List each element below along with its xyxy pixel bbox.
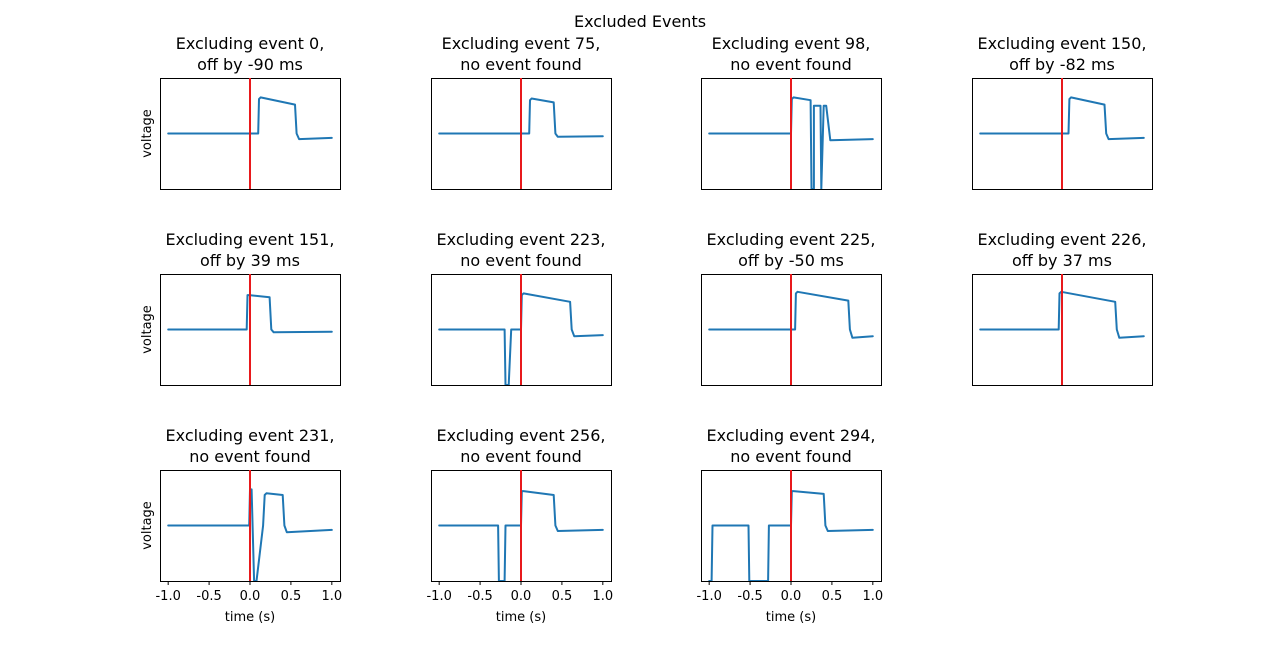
subplot-title-line1: Excluding event 150, bbox=[978, 34, 1147, 53]
subplot-title-line1: Excluding event 226, bbox=[978, 230, 1147, 249]
x-tick-label: -1.0 bbox=[426, 589, 451, 604]
x-axis-label: time (s) bbox=[766, 610, 816, 625]
subplot-panel: Excluding event 75, no event found bbox=[431, 34, 612, 190]
subplot-panel: Excluding event 226, off by 37 ms bbox=[972, 230, 1153, 386]
x-tick-label: -0.5 bbox=[737, 589, 762, 604]
x-tick-label: -0.5 bbox=[196, 589, 221, 604]
x-tick-label: 1.0 bbox=[862, 589, 883, 604]
subplot-panel: Excluding event 151, off by 39 ms voltage bbox=[140, 230, 341, 386]
subplot-title-line2: off by -90 ms bbox=[197, 55, 303, 74]
subplot-title-line2: no event found bbox=[460, 55, 582, 74]
subplot-title-line1: Excluding event 151, bbox=[166, 230, 335, 249]
subplot-title-line2: no event found bbox=[730, 55, 852, 74]
voltage-trace bbox=[438, 97, 604, 138]
x-tick-label: 0.5 bbox=[281, 589, 302, 604]
subplot-title-line1: Excluding event 98, bbox=[712, 34, 871, 53]
x-tick-label: 0.5 bbox=[552, 589, 573, 604]
x-tick-label: 0.0 bbox=[781, 589, 802, 604]
x-tick-label: 0.5 bbox=[822, 589, 843, 604]
subplot-panel: Excluding event 150, off by -82 ms bbox=[972, 34, 1153, 190]
subplot-title-line2: off by -82 ms bbox=[1009, 55, 1115, 74]
x-axis-label: time (s) bbox=[225, 610, 275, 625]
subplot-title-line2: no event found bbox=[189, 447, 311, 466]
subplot-panel: Excluding event 231, no event found voltag… bbox=[140, 426, 342, 625]
x-tick-label: -1.0 bbox=[155, 589, 180, 604]
subplot-title-line2: no event found bbox=[460, 447, 582, 466]
subplot-panel: Excluding event 223, no event found bbox=[431, 230, 612, 386]
y-axis-label: voltage bbox=[140, 501, 155, 550]
subplot-title-line2: no event found bbox=[730, 447, 852, 466]
x-tick-label: 1.0 bbox=[592, 589, 613, 604]
x-tick-label: -1.0 bbox=[696, 589, 721, 604]
subplot-title-line2: off by 37 ms bbox=[1012, 251, 1112, 270]
x-tick-label: 0.0 bbox=[240, 589, 261, 604]
voltage-trace bbox=[979, 96, 1145, 141]
subplot-title-line2: off by -50 ms bbox=[738, 251, 844, 270]
voltage-trace bbox=[438, 292, 604, 385]
voltage-trace bbox=[708, 96, 874, 189]
subplot-panel: Excluding event 225, off by -50 ms bbox=[701, 230, 882, 386]
x-axis-label: time (s) bbox=[496, 610, 546, 625]
y-axis-label: voltage bbox=[140, 305, 155, 354]
x-tick-label: 0.0 bbox=[511, 589, 532, 604]
x-tick-label: 1.0 bbox=[321, 589, 342, 604]
subplot-panel: Excluding event 0, off by -90 ms voltage bbox=[140, 34, 341, 190]
subplot-title-line1: Excluding event 231, bbox=[166, 426, 335, 445]
subplot-title-line1: Excluding event 223, bbox=[437, 230, 606, 249]
subplot-grid: Excluding event 0,off by -90 msvoltageEx… bbox=[140, 34, 1153, 625]
figure-suptitle: Excluded Events bbox=[574, 12, 706, 31]
subplot-title-line2: off by 39 ms bbox=[200, 251, 300, 270]
voltage-trace bbox=[708, 290, 874, 339]
subplot-panel: Excluding event 294, no event found -1.0 -0… bbox=[696, 426, 883, 625]
voltage-trace bbox=[708, 490, 874, 581]
x-tick-label: -0.5 bbox=[467, 589, 492, 604]
subplot-title-line1: Excluding event 225, bbox=[707, 230, 876, 249]
subplot-panel: Excluding event 256, no event found -1.0 -0… bbox=[426, 426, 613, 625]
voltage-trace bbox=[979, 290, 1145, 339]
subplot-panel: Excluding event 98, no event found bbox=[701, 34, 882, 190]
subplot-title-line2: no event found bbox=[460, 251, 582, 270]
subplot-title-line1: Excluding event 294, bbox=[707, 426, 876, 445]
voltage-trace bbox=[167, 96, 333, 141]
subplot-title-line1: Excluding event 256, bbox=[437, 426, 606, 445]
y-axis-label: voltage bbox=[140, 109, 155, 158]
voltage-trace bbox=[167, 294, 333, 334]
subplot-title-line1: Excluding event 0, bbox=[176, 34, 325, 53]
subplot-title-line1: Excluding event 75, bbox=[442, 34, 601, 53]
